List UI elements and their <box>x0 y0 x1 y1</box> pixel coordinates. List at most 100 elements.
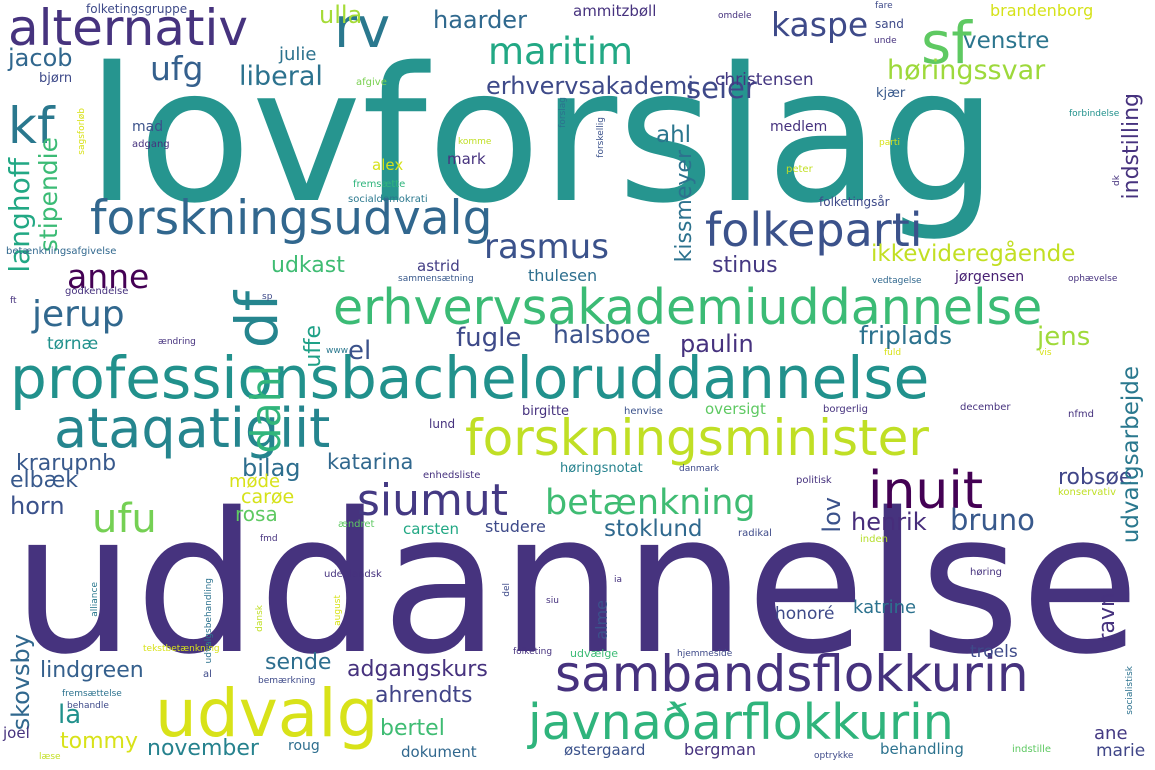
word-dokument: dokument <box>401 743 477 761</box>
word-vis: vis <box>1039 348 1052 358</box>
word-bemaerkning: bemærkning <box>258 676 316 686</box>
word-folkeparti: folkeparti <box>705 203 923 257</box>
word-ufu: ufu <box>92 496 157 542</box>
word-df: df <box>223 291 291 349</box>
word-enhedsliste: enhedsliste <box>423 470 481 481</box>
word-omdele: omdele <box>718 11 752 21</box>
word-fmd: fmd <box>260 534 278 544</box>
word-nfmd: nfmd <box>1068 409 1094 420</box>
word-udvalgsbehandling: udvalgsbehandling <box>204 578 214 664</box>
word-optrykke: optrykke <box>814 751 854 761</box>
word-javnadarflokkurin: javnaðarflokkurin <box>528 694 954 751</box>
word-ahrendts: ahrendts <box>375 683 473 708</box>
word-troels: troels <box>970 642 1018 662</box>
word-horing: høring <box>970 567 1003 578</box>
word-erhvervsakademiuddannelse: erhvervsakademiuddannelse <box>333 279 1043 336</box>
word-forbindelse: forbindelse <box>1069 109 1120 119</box>
word-kaspe: kaspe <box>771 5 869 44</box>
word-katrine: katrine <box>853 597 917 618</box>
word-robsoe: robsøe <box>1058 465 1133 490</box>
word-bjorn: bjørn <box>39 71 73 86</box>
word-friplads: friplads <box>859 321 953 350</box>
word-alternativ: alternativ <box>8 0 248 57</box>
word-tornae: tørnæ <box>47 334 99 354</box>
word-al: al <box>203 669 212 680</box>
word-ophaevelse: ophævelse <box>1068 274 1118 284</box>
word-unde: unde <box>874 36 897 46</box>
word-adgangskurs: adgangskurs <box>347 657 488 682</box>
word-laese: læse <box>39 752 61 762</box>
word-borgerlig: borgerlig <box>823 404 868 415</box>
word-forslag: forslag <box>558 97 568 128</box>
word-la: la <box>58 700 82 730</box>
word-ahl: ahl <box>656 122 692 148</box>
word-ataqatigiit: ataqatigiit <box>54 397 331 460</box>
word-peter: peter <box>786 164 813 175</box>
word-fugle: fugle <box>456 323 522 353</box>
word-seier: seier <box>686 71 757 105</box>
word-folketingsgruppe: folketingsgruppe <box>86 2 188 16</box>
word-indstille: indstille <box>1012 744 1052 755</box>
word-sambandsflokkurin: sambandsflokkurin <box>555 645 1029 703</box>
word-indstilling: indstilling <box>1119 93 1144 200</box>
word-godkendelse: godkendelse <box>65 286 129 297</box>
word-inden: inden <box>860 534 888 545</box>
word-caroe: carøe <box>241 486 295 508</box>
word-betaenkningsafgivelse: betænkningsafgivelse <box>6 246 117 257</box>
word-medlem: medlem <box>770 119 828 135</box>
word-bertel: bertel <box>380 716 445 741</box>
word-uddannelse: uddannelse <box>12 471 1140 697</box>
word-julie: julie <box>279 44 317 65</box>
word-ft: ft <box>10 296 17 306</box>
word-udenlandsk: udenlandsk <box>324 569 382 580</box>
word-mark: mark <box>447 150 486 168</box>
word-udvaelge: udvælge <box>570 647 619 660</box>
word-folketingsar: folketingsår <box>819 195 890 209</box>
word-carsten: carsten <box>403 520 460 538</box>
word-fremsaette: fremsætte <box>353 179 406 190</box>
word-behandle: behandle <box>67 701 109 711</box>
word-tommy: tommy <box>60 729 138 754</box>
word-www: www <box>326 346 349 356</box>
word-aendring: ændring <box>158 337 196 347</box>
word-liberal: liberal <box>239 61 323 92</box>
word-fare: fare <box>875 1 893 11</box>
word-ammitzboll: ammitzbøll <box>573 2 657 20</box>
word-erhvervsakademi: erhvervsakademi <box>486 72 694 100</box>
word-lovforslag: lovforslag <box>86 27 998 244</box>
word-betaenkning: betænkning <box>545 483 756 523</box>
word-horn: horn <box>10 492 65 520</box>
word-professionsbacheloruddannelse: professionsbacheloruddannelse <box>10 344 930 412</box>
word-sagsforlob: sagsforløb <box>77 108 87 155</box>
word-el: el <box>348 336 372 366</box>
word-alme: alme <box>592 600 611 640</box>
word-behandling: behandling <box>880 740 964 758</box>
word-konservativ: konservativ <box>1058 487 1117 498</box>
word-udvalgsarbejde: udvalgsarbejde <box>1118 366 1144 544</box>
word-rasmus: rasmus <box>484 227 609 267</box>
word-stoklund: stoklund <box>604 516 703 542</box>
word-vedtagelse: vedtagelse <box>872 276 922 286</box>
word-sende: sende <box>265 650 332 675</box>
word-honore: honoré <box>775 604 835 624</box>
word-halsboe: halsboe <box>553 320 651 349</box>
word-socialistisk: socialistisk <box>1125 666 1135 715</box>
word-august: august <box>333 595 343 626</box>
word-elbaek: elbæk <box>10 468 78 493</box>
word-horingssvar: høringssvar <box>887 55 1046 86</box>
word-studere: studere <box>485 517 546 536</box>
word-dk: dk <box>1112 175 1122 186</box>
word-kf: kf <box>8 97 55 155</box>
word-stipendie: stipendie <box>34 137 63 253</box>
word-ane: ane <box>1094 723 1128 744</box>
word-uffe: uffe <box>301 325 326 368</box>
word-rv: rv <box>334 0 391 61</box>
word-bilag: bilag <box>242 454 301 482</box>
word-maritim: maritim <box>488 30 634 73</box>
word-danmark: danmark <box>679 464 720 474</box>
word-jens: jens <box>1037 322 1091 352</box>
word-ufg: ufg <box>150 49 204 88</box>
word-udkast: udkast <box>271 253 345 278</box>
word-udvalg: udvalg <box>155 675 379 752</box>
